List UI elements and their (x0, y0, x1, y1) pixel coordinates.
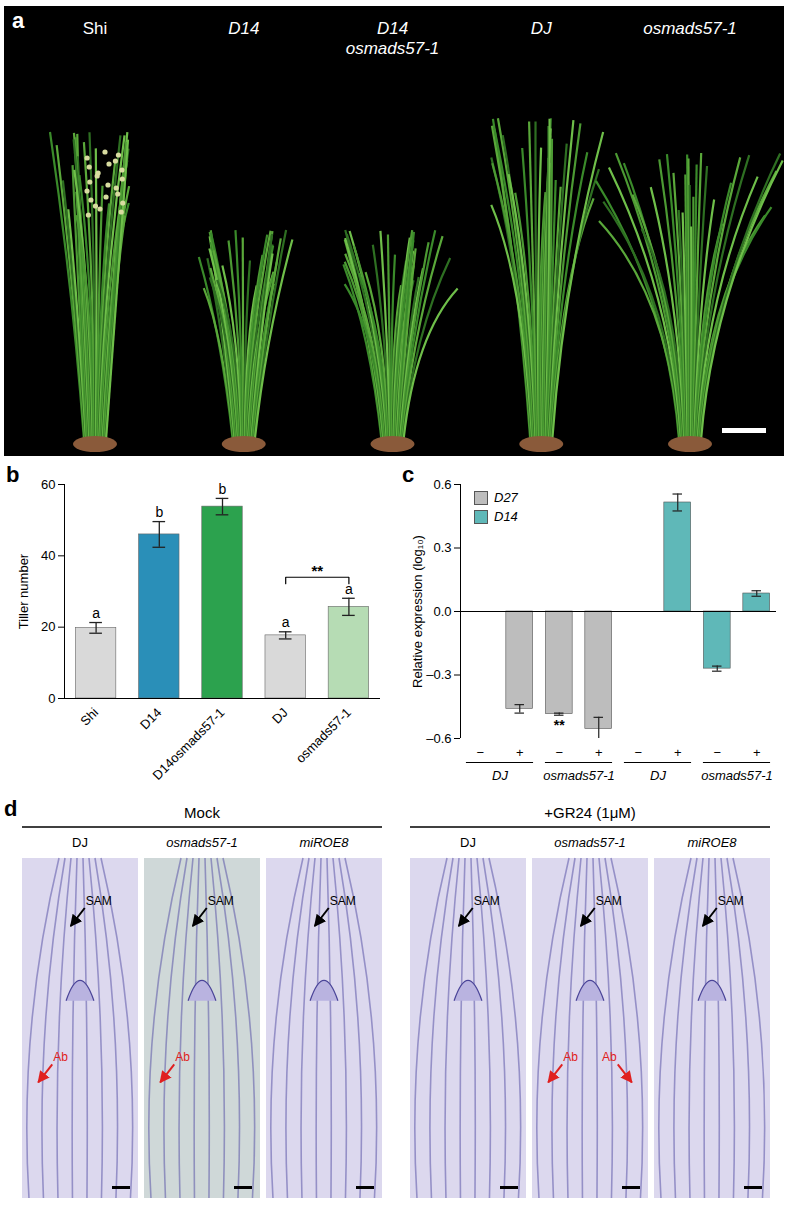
svg-text:Ab: Ab (563, 1050, 578, 1064)
svg-text:a: a (92, 605, 100, 621)
svg-text:osmads57-1: osmads57-1 (293, 705, 354, 766)
html-text:a: a (12, 8, 25, 33)
svg-text:–0.6: –0.6 (426, 731, 451, 746)
svg-text:0.3: 0.3 (433, 540, 451, 555)
svg-text:**: ** (554, 717, 565, 733)
svg-text:SAM: SAM (330, 894, 356, 908)
svg-text:Relative expression (log₁₀): Relative expression (log₁₀) (410, 535, 425, 688)
svg-text:0: 0 (48, 691, 55, 706)
svg-text:0.6: 0.6 (433, 477, 451, 492)
svg-text:−: − (476, 745, 484, 760)
svg-text:Ab: Ab (602, 1050, 617, 1064)
svg-text:+: + (516, 745, 524, 760)
svg-text:osmads57-1: osmads57-1 (554, 835, 626, 850)
svg-text:+: + (674, 745, 682, 760)
svg-text:20: 20 (41, 619, 55, 634)
svg-text:Ab: Ab (175, 1050, 190, 1064)
html-text:c: c (402, 462, 415, 487)
svg-text:osmads57-1: osmads57-1 (543, 768, 615, 783)
svg-text:–0.3: –0.3 (426, 667, 451, 682)
svg-text:Tiller number: Tiller number (16, 553, 31, 629)
svg-text:Mock: Mock (184, 804, 220, 821)
html-text:D14: D14 (494, 509, 518, 524)
svg-text:+: + (595, 745, 603, 760)
svg-text:DJ: DJ (531, 19, 552, 38)
svg-text:D14: D14 (377, 19, 408, 38)
html-text:d: d (4, 796, 18, 821)
svg-text:+: + (753, 745, 761, 760)
svg-text:DJ: DJ (269, 705, 291, 727)
svg-text:0.0: 0.0 (433, 604, 451, 619)
svg-text:b: b (155, 504, 163, 520)
svg-text:D14: D14 (228, 19, 259, 38)
html-text:b: b (6, 462, 20, 487)
svg-text:−: − (634, 745, 642, 760)
svg-text:D14: D14 (137, 705, 164, 732)
html-text:D27: D27 (494, 490, 518, 505)
svg-text:a: a (282, 614, 290, 630)
svg-text:−: − (713, 745, 721, 760)
svg-text:osmads57-1: osmads57-1 (346, 39, 440, 58)
svg-text:DJ: DJ (492, 768, 508, 783)
svg-text:a: a (345, 580, 353, 597)
svg-text:−: − (555, 745, 563, 760)
svg-text:SAM: SAM (208, 894, 234, 908)
svg-text:+GR24 (1μM): +GR24 (1μM) (544, 804, 636, 821)
svg-text:SAM: SAM (474, 894, 500, 908)
svg-text:SAM: SAM (86, 894, 112, 908)
svg-text:**: ** (311, 562, 323, 579)
svg-text:b: b (219, 481, 227, 497)
svg-text:DJ: DJ (72, 835, 88, 850)
svg-text:Shi: Shi (83, 19, 108, 38)
svg-text:miROE8: miROE8 (299, 835, 349, 850)
svg-text:miROE8: miROE8 (687, 835, 737, 850)
svg-text:osmads57-1: osmads57-1 (166, 835, 238, 850)
svg-text:Shi: Shi (77, 705, 101, 729)
svg-text:osmads57-1: osmads57-1 (701, 768, 773, 783)
svg-text:Ab: Ab (53, 1050, 68, 1064)
svg-text:DJ: DJ (460, 835, 476, 850)
svg-text:osmads57-1: osmads57-1 (643, 19, 737, 38)
svg-text:D14osmads57-1: D14osmads57-1 (150, 705, 228, 783)
svg-text:60: 60 (41, 477, 55, 492)
svg-text:DJ: DJ (650, 768, 666, 783)
svg-text:40: 40 (41, 548, 55, 563)
svg-text:SAM: SAM (718, 894, 744, 908)
svg-text:SAM: SAM (596, 894, 622, 908)
